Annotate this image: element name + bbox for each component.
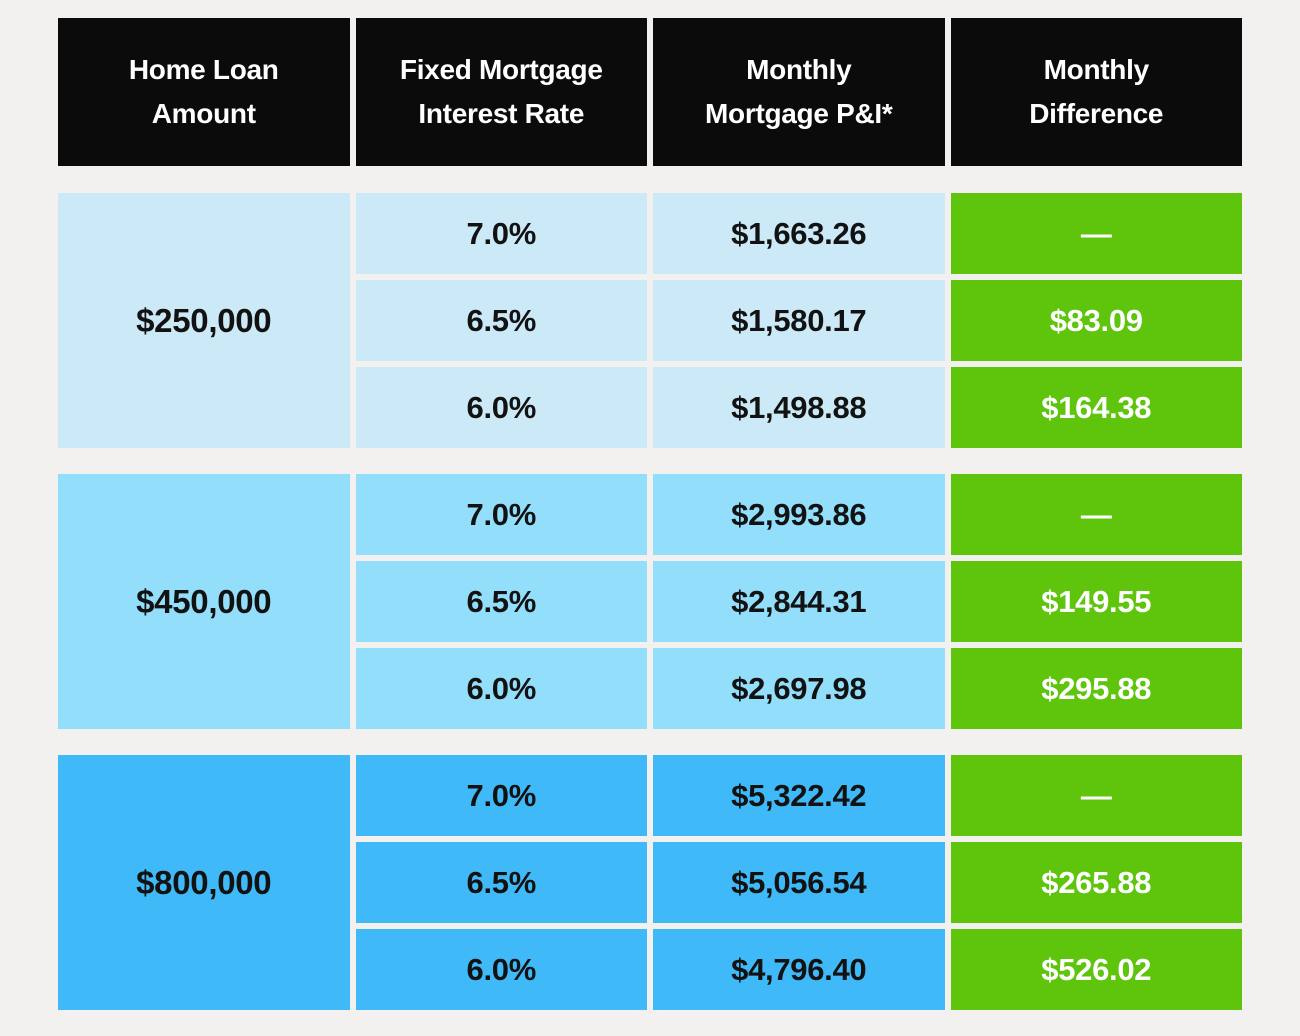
payment-cell: $5,056.54 <box>653 842 945 923</box>
rate-cell: 7.0% <box>355 474 647 555</box>
difference-cell: $83.09 <box>950 280 1242 361</box>
column-header-interest-rate: Fixed Mortgage Interest Rate <box>355 18 647 166</box>
rate-cell: 6.0% <box>355 929 647 1010</box>
difference-cell: $526.02 <box>950 929 1242 1010</box>
header-line: Amount <box>151 98 256 129</box>
column-header-monthly-mortgage-pi: Monthly Mortgage P&I* <box>653 18 945 166</box>
rate-cell: 7.0% <box>355 755 647 836</box>
payment-cell: $2,993.86 <box>653 474 945 555</box>
header-line: Home Loan <box>128 54 279 85</box>
payment-cell: $5,322.42 <box>653 755 945 836</box>
difference-cell: — <box>950 755 1242 836</box>
header-line: Mortgage P&I* <box>705 98 893 129</box>
header-line: Interest Rate <box>418 98 585 129</box>
loan-group-450k: $450,000 7.0% $2,993.86 — 6.5% $2,844.31… <box>58 474 1242 729</box>
header-line: Fixed Mortgage <box>399 54 603 85</box>
rate-cell: 6.5% <box>355 842 647 923</box>
payment-cell: $1,663.26 <box>653 193 945 274</box>
mortgage-rate-table: Home Loan Amount Fixed Mortgage Interest… <box>58 18 1242 1010</box>
table-header-row: Home Loan Amount Fixed Mortgage Interest… <box>58 18 1242 166</box>
column-header-monthly-difference: Monthly Difference <box>950 18 1242 166</box>
loan-group-800k: $800,000 7.0% $5,322.42 — 6.5% $5,056.54… <box>58 755 1242 1010</box>
loan-amount-cell: $450,000 <box>58 474 350 729</box>
payment-cell: $1,498.88 <box>653 367 945 448</box>
rate-cell: 6.5% <box>355 561 647 642</box>
header-line: Difference <box>1029 98 1164 129</box>
header-line: Monthly <box>746 54 852 85</box>
difference-cell: $265.88 <box>950 842 1242 923</box>
loan-amount-cell: $800,000 <box>58 755 350 1010</box>
difference-cell: $164.38 <box>950 367 1242 448</box>
difference-cell: — <box>950 474 1242 555</box>
payment-cell: $2,844.31 <box>653 561 945 642</box>
loan-group-250k: $250,000 7.0% $1,663.26 — 6.5% $1,580.17… <box>58 193 1242 448</box>
rate-cell: 7.0% <box>355 193 647 274</box>
header-line: Monthly <box>1043 54 1150 85</box>
difference-cell: $295.88 <box>950 648 1242 729</box>
payment-cell: $1,580.17 <box>653 280 945 361</box>
rate-cell: 6.0% <box>355 648 647 729</box>
rate-cell: 6.5% <box>355 280 647 361</box>
payment-cell: $4,796.40 <box>653 929 945 1010</box>
difference-cell: — <box>950 193 1242 274</box>
loan-amount-cell: $250,000 <box>58 193 350 448</box>
column-header-home-loan-amount: Home Loan Amount <box>58 18 350 166</box>
rate-cell: 6.0% <box>355 367 647 448</box>
payment-cell: $2,697.98 <box>653 648 945 729</box>
difference-cell: $149.55 <box>950 561 1242 642</box>
